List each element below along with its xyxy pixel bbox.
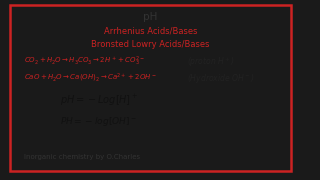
Text: pH: pH [143, 12, 157, 22]
Text: $CO_2+H_2O\rightarrow H_3CO_3\rightarrow 2H^++CO_3^{2-}$: $CO_2+H_2O\rightarrow H_3CO_3\rightarrow… [24, 55, 145, 68]
Text: $PH = -log[OH]^-$: $PH = -log[OH]^-$ [60, 115, 137, 128]
Text: $pH = -Log[H]^+$: $pH = -Log[H]^+$ [60, 93, 138, 108]
Text: Inorganic chemistry by O.Charles: Inorganic chemistry by O.Charles [24, 154, 140, 160]
Text: Arrhenius Acids/Bases: Arrhenius Acids/Bases [104, 27, 197, 36]
Text: Bronsted Lowry Acids/Bases: Bronsted Lowry Acids/Bases [91, 40, 210, 49]
Text: (Hydroxide $\mathit{OH}^-$): (Hydroxide $\mathit{OH}^-$) [187, 72, 255, 85]
Text: $CaO+H_2O\rightarrow Ca(OH)_2\rightarrow Ca^{2+}+2OH^-$: $CaO+H_2O\rightarrow Ca(OH)_2\rightarrow… [24, 72, 157, 84]
Text: (proton $\mathit{H}^+$): (proton $\mathit{H}^+$) [187, 55, 235, 69]
